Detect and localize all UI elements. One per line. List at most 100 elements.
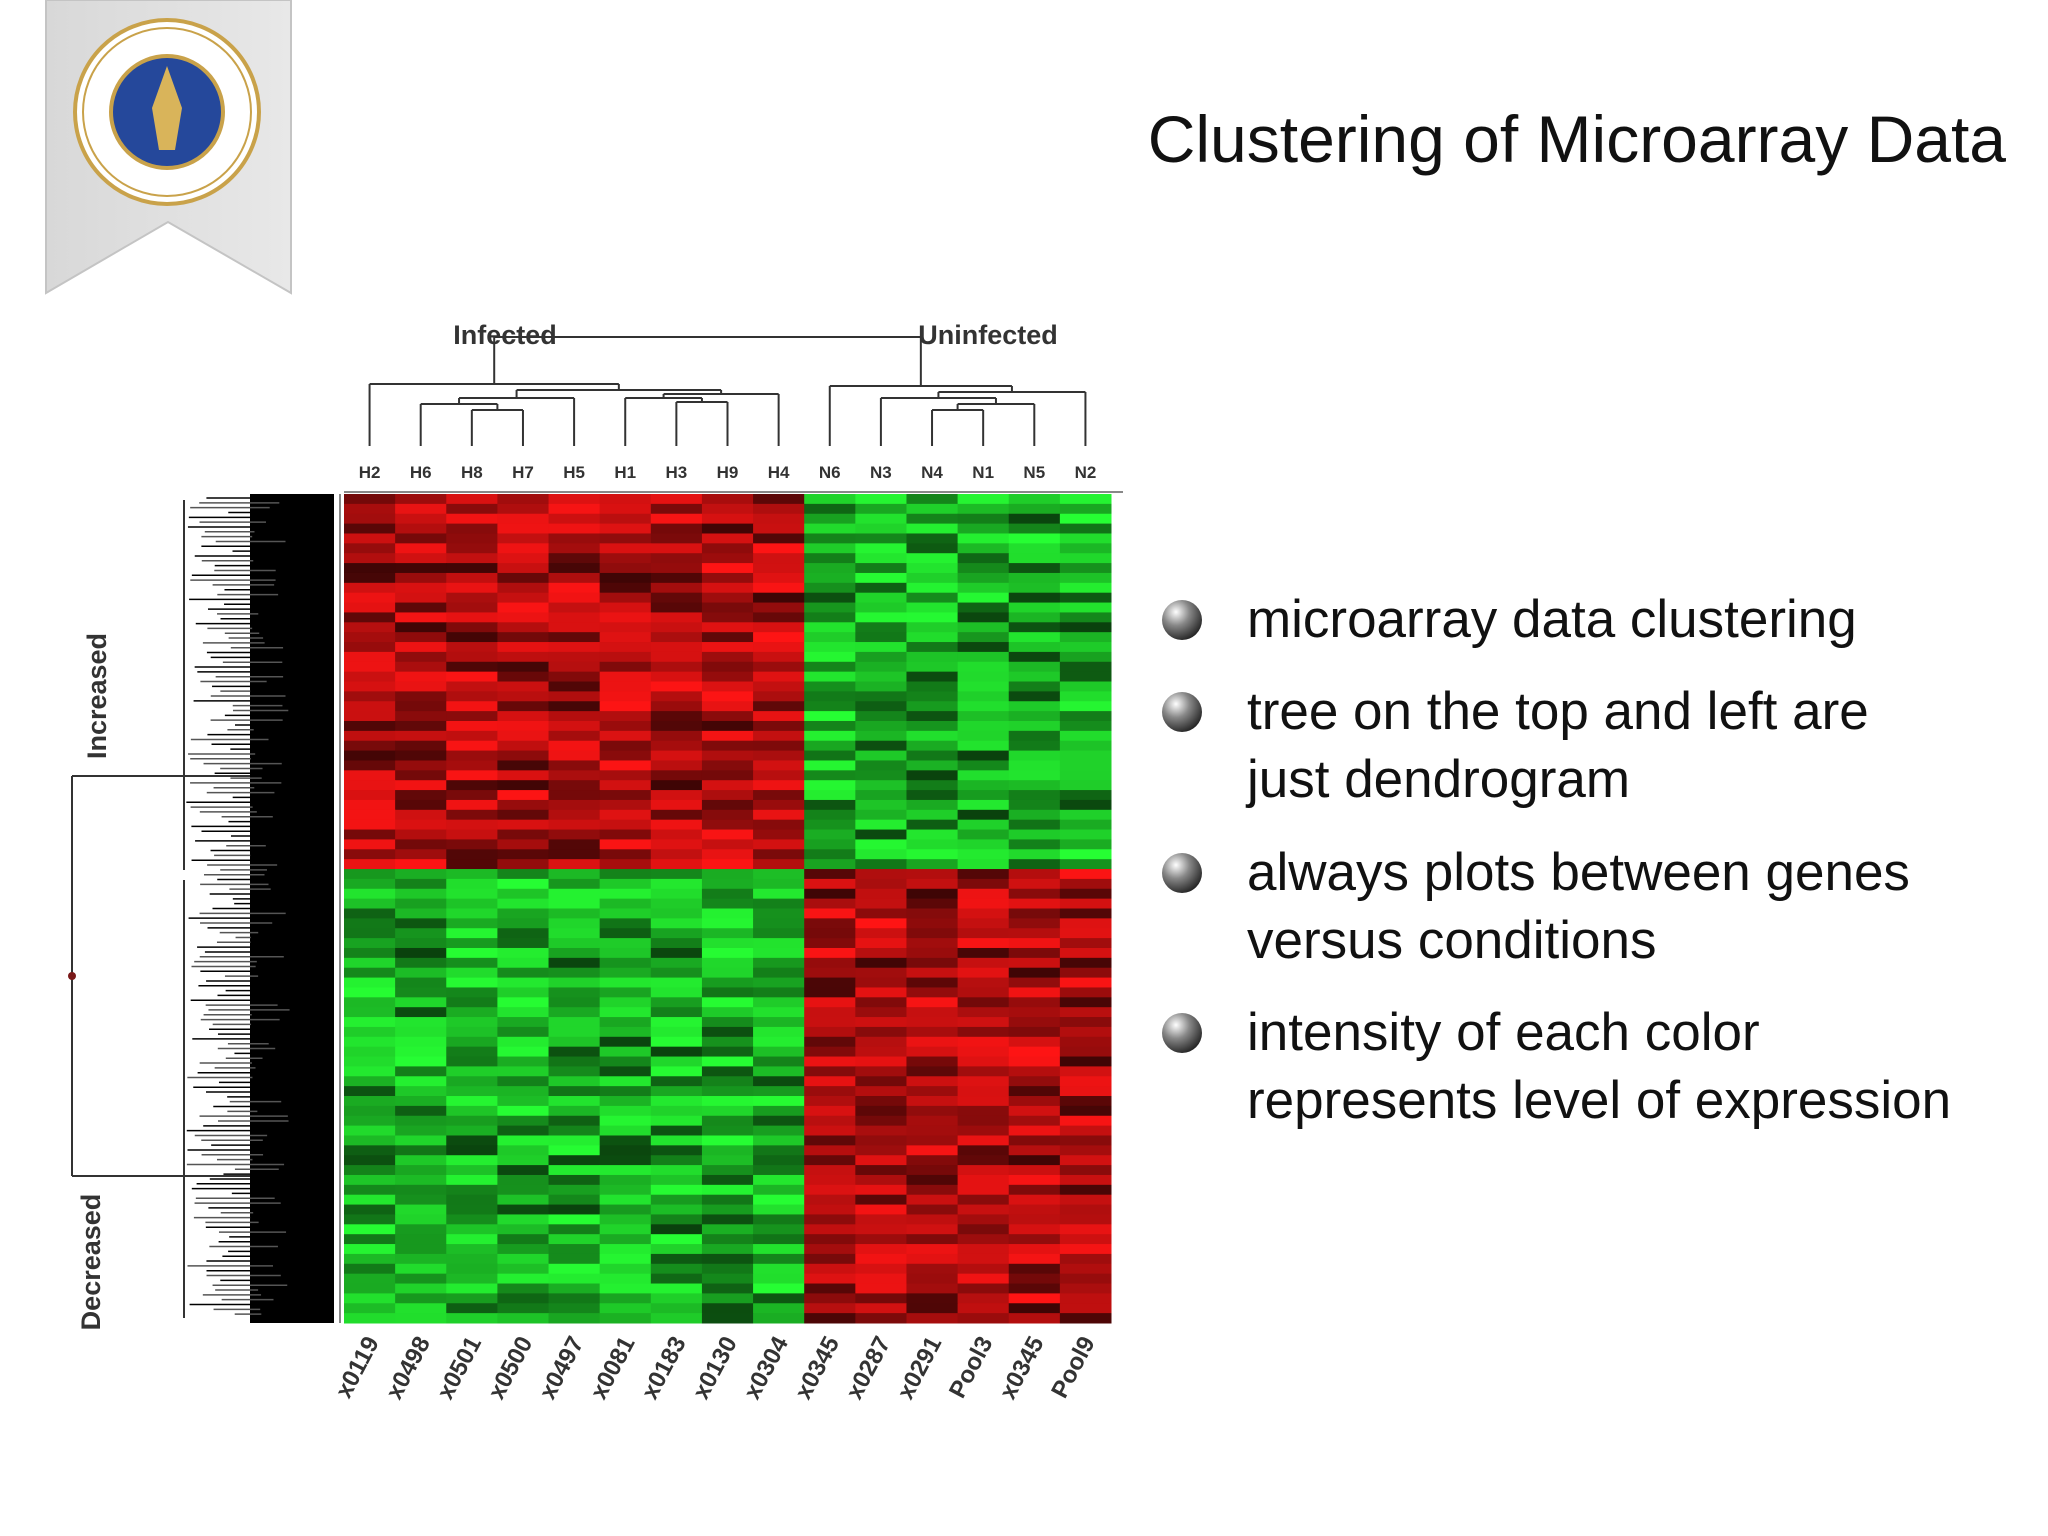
heatmap-cell	[753, 720, 805, 732]
heatmap-cell	[906, 612, 959, 623]
heatmap-cell	[701, 1184, 754, 1196]
heatmap-cell	[344, 760, 396, 771]
heatmap-cell	[395, 888, 447, 900]
heatmap-cell	[1008, 1066, 1061, 1077]
heatmap-cell	[957, 878, 1010, 890]
heatmap-cell	[548, 1135, 601, 1146]
heatmap-cell	[599, 1076, 652, 1087]
heatmap-cell	[804, 839, 856, 850]
heatmap-cell	[395, 1076, 447, 1087]
heatmap-cell	[446, 1224, 498, 1235]
heatmap-cell	[650, 1184, 703, 1196]
heatmap-cell	[599, 582, 652, 594]
heatmap-cell	[599, 602, 652, 613]
heatmap-cell	[395, 1293, 447, 1304]
heatmap-cell	[1008, 1303, 1061, 1314]
heatmap-cell	[804, 533, 856, 544]
heatmap-cell	[446, 582, 498, 594]
heatmap-cell	[497, 1184, 550, 1196]
heatmap-cell	[599, 720, 652, 732]
heatmap-cell	[446, 1253, 498, 1265]
heatmap-cell	[753, 770, 805, 781]
heatmap-cell	[446, 957, 498, 969]
heatmap-cell	[1008, 1036, 1061, 1048]
heatmap-cell	[344, 957, 396, 969]
heatmap-cell	[855, 908, 907, 919]
heatmap-cell	[906, 622, 959, 633]
sample-label: x0130	[688, 1332, 743, 1404]
heatmap-cell	[497, 720, 550, 732]
heatmap-cell	[855, 592, 907, 604]
heatmap-cell	[650, 918, 703, 929]
heatmap-cell	[650, 572, 703, 584]
heatmap-cell	[855, 1313, 907, 1324]
heatmap-cell	[395, 1066, 447, 1077]
heatmap-cell	[344, 1165, 396, 1176]
heatmap-cell	[599, 711, 652, 722]
heatmap-cell	[497, 799, 550, 811]
heatmap-cell	[395, 928, 447, 939]
heatmap-cell	[1059, 1125, 1112, 1136]
heatmap-cell	[650, 839, 703, 850]
heatmap-cell	[753, 1283, 805, 1294]
heatmap-cell	[906, 1105, 959, 1117]
heatmap-cell	[395, 543, 447, 554]
heatmap-cell	[855, 494, 907, 505]
heatmap-cell	[446, 622, 498, 633]
heatmap-cell	[804, 967, 856, 979]
heatmap-cell	[548, 1056, 601, 1067]
heatmap-cell	[548, 1303, 601, 1314]
heatmap-cell	[1059, 938, 1112, 949]
heatmap-cell	[753, 572, 805, 584]
heatmap-cell	[701, 1204, 754, 1215]
heatmap-cell	[1008, 1165, 1061, 1176]
heatmap-cell	[497, 1263, 550, 1275]
heatmap-cell	[548, 790, 601, 801]
heatmap-cell	[446, 819, 498, 831]
heatmap-cell	[1008, 1115, 1061, 1127]
heatmap-cell	[497, 1194, 550, 1206]
heatmap-cell	[957, 1263, 1010, 1275]
heatmap-cell	[650, 553, 703, 564]
heatmap-cell	[804, 1283, 856, 1294]
heatmap-cell	[344, 720, 396, 732]
heatmap-cell	[497, 533, 550, 544]
heatmap-cell	[855, 750, 907, 761]
bullet-list: microarray data clustering tree on the to…	[1162, 590, 1951, 1130]
heatmap-cell	[548, 730, 601, 742]
heatmap-cell	[548, 740, 601, 752]
heatmap-cell	[1008, 938, 1061, 949]
heatmap-cell	[599, 997, 652, 1008]
heatmap-cell	[395, 1115, 447, 1127]
heatmap-cell	[701, 740, 754, 752]
heatmap-cell	[906, 1194, 959, 1206]
heatmap-cell	[906, 849, 959, 860]
heatmap-cell	[497, 1046, 550, 1058]
heatmap-cell	[497, 849, 550, 860]
heatmap-cell	[906, 720, 959, 732]
heatmap-cell	[344, 671, 396, 683]
heatmap-cell	[1008, 878, 1061, 890]
heatmap-cell	[446, 513, 498, 525]
heatmap-cell	[1059, 1135, 1112, 1146]
heatmap-cell	[1008, 819, 1061, 831]
heatmap-cell	[1059, 494, 1112, 505]
heatmap-cell	[650, 1263, 703, 1275]
heatmap-cell	[446, 1234, 498, 1245]
heatmap-cell	[957, 1046, 1010, 1058]
heatmap-cell	[957, 1313, 1010, 1324]
heatmap-cell	[855, 1303, 907, 1314]
heatmap-cell	[906, 1293, 959, 1304]
heatmap-cell	[599, 947, 652, 959]
bullet-text: tree on the top and left are	[1247, 682, 1869, 741]
heatmap-cell	[906, 632, 959, 643]
heatmap-cell	[497, 878, 550, 890]
heatmap-cell	[855, 1224, 907, 1235]
heatmap-cell	[344, 1007, 396, 1018]
heatmap-cell	[1059, 1204, 1112, 1215]
heatmap-cell	[344, 681, 396, 692]
heatmap-cell	[344, 1303, 396, 1314]
heatmap-cell	[344, 1105, 396, 1117]
heatmap-cell	[1008, 582, 1061, 594]
column-label: N4	[921, 463, 943, 482]
